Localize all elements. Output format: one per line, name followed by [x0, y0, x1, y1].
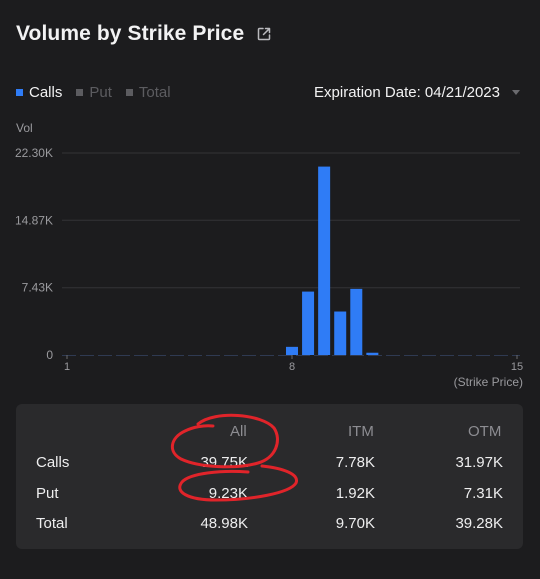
calls-itm-value: 7.78K: [335, 454, 375, 471]
calls-otm-value: 31.97K: [455, 454, 503, 471]
column-header-all: All: [230, 423, 247, 440]
y-tick-label: 0: [46, 348, 53, 362]
chart-legend: Calls Put Total: [16, 84, 171, 101]
bar-calls[interactable]: [318, 166, 331, 355]
calls-all-value: 39.75K: [200, 454, 248, 471]
total-all-value: 48.98K: [200, 515, 248, 532]
legend-item-calls[interactable]: Calls: [16, 84, 62, 101]
x-tick-label: 1: [64, 361, 70, 373]
bar-calls[interactable]: [286, 346, 298, 355]
expiration-date-label: Expiration Date: 04/21/2023: [314, 84, 500, 101]
y-tick-label: 14.87K: [15, 213, 53, 227]
put-itm-value: 1.92K: [335, 485, 375, 502]
row-label-total: Total: [36, 515, 68, 532]
bar-calls[interactable]: [350, 288, 363, 355]
bar-calls[interactable]: [302, 291, 315, 355]
expiration-date-dropdown[interactable]: Expiration Date: 04/21/2023: [314, 84, 520, 101]
put-all-value: 9.23K: [208, 485, 248, 502]
y-tick-label: 22.30K: [15, 146, 53, 160]
chevron-down-icon: [512, 90, 520, 95]
legend-label: Calls: [29, 84, 63, 101]
legend-label: Put: [89, 84, 112, 101]
legend-item-put[interactable]: Put: [76, 84, 112, 101]
legend-swatch-put: [76, 89, 84, 96]
volume-summary-table: All ITM OTM Calls 39.75K 7.78K 31.97K Pu…: [16, 404, 523, 549]
total-otm-value: 39.28K: [455, 515, 503, 532]
put-otm-value: 7.31K: [463, 485, 503, 502]
volume-chart: Vol (Strike Price) 22.30K 14.87K 7.43K 0 1 8…: [15, 121, 523, 389]
x-tick-label: 15: [511, 361, 523, 373]
bar-calls[interactable]: [366, 352, 379, 355]
page-title: Volume by Strike Price: [16, 22, 245, 45]
y-tick-label: 7.43K: [22, 281, 53, 295]
y-axis-label: Vol: [16, 121, 33, 135]
chart-header: Volume by Strike Price: [16, 22, 272, 46]
row-label-put: Put: [36, 485, 59, 502]
column-header-itm: ITM: [348, 423, 374, 440]
column-header-otm: OTM: [468, 423, 502, 440]
row-label-calls: Calls: [36, 454, 70, 471]
bar-calls[interactable]: [334, 311, 347, 355]
legend-item-total[interactable]: Total: [125, 84, 171, 101]
x-tick-label: 8: [289, 361, 295, 373]
x-axis-label: (Strike Price): [454, 375, 523, 389]
legend-label: Total: [138, 84, 171, 101]
share-icon[interactable]: [256, 26, 272, 42]
total-itm-value: 9.70K: [335, 515, 375, 532]
legend-swatch-calls: [16, 89, 23, 96]
legend-swatch-total: [125, 89, 133, 96]
